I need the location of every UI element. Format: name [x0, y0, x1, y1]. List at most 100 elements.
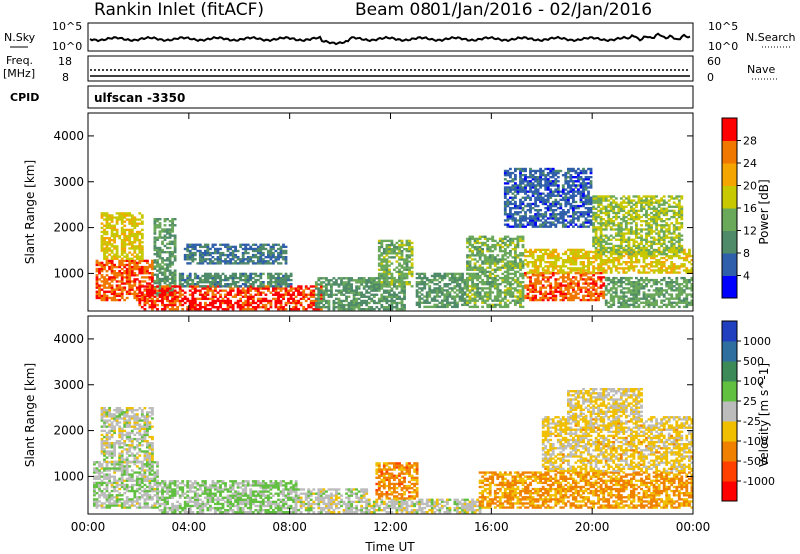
power-cell — [400, 241, 404, 245]
power-cell — [302, 289, 306, 292]
power-cell — [488, 272, 492, 276]
power-cell — [115, 218, 119, 221]
power-cell — [259, 293, 263, 296]
power-cell — [186, 299, 190, 303]
power-cell — [355, 289, 359, 292]
power-cell — [624, 248, 628, 252]
power-cell — [133, 282, 137, 285]
power-cell — [382, 277, 386, 280]
power-cell — [123, 247, 127, 250]
power-cell — [365, 303, 369, 307]
power-cell — [214, 285, 217, 288]
power-cell — [148, 289, 152, 292]
power-cell — [274, 301, 278, 305]
power-cell — [506, 262, 510, 265]
power-cell — [327, 299, 331, 303]
power-cell — [438, 276, 442, 280]
power-cell — [168, 290, 172, 293]
power-cell — [448, 301, 452, 304]
power-cell — [650, 261, 653, 264]
power-cell — [249, 278, 253, 282]
power-cell — [544, 271, 548, 274]
power-cell — [514, 258, 517, 261]
power-cell — [468, 243, 472, 247]
power-cell — [675, 195, 679, 198]
power-cell — [670, 238, 674, 241]
power-cell — [188, 249, 192, 253]
power-cell — [478, 270, 482, 274]
power-cell — [579, 274, 583, 277]
power-cell — [183, 281, 187, 284]
power-cell — [214, 299, 217, 303]
power-cell — [377, 245, 381, 249]
power-cell — [451, 287, 454, 290]
power-cell — [130, 274, 134, 277]
power-cell — [657, 253, 661, 256]
power-cell — [171, 251, 175, 254]
power-cell — [622, 215, 626, 219]
power-cell — [594, 230, 598, 233]
power-cell — [264, 299, 268, 303]
power-cell — [529, 217, 532, 220]
power-cell — [682, 252, 686, 256]
power-cell — [594, 215, 598, 219]
power-cell — [524, 196, 527, 199]
power-cell — [173, 273, 177, 276]
power-cell — [261, 297, 265, 301]
power-cell — [599, 265, 603, 268]
power-cell — [592, 205, 596, 208]
power-cell — [173, 259, 177, 262]
power-cell — [105, 270, 109, 273]
power-cell — [483, 287, 487, 290]
power-cell — [327, 303, 331, 307]
power-cell — [594, 246, 598, 250]
power-cell — [536, 219, 540, 222]
power-cell — [521, 305, 525, 309]
power-cell — [677, 232, 681, 235]
power-cell — [214, 247, 217, 251]
power-cell — [509, 243, 512, 247]
power-cell — [599, 250, 603, 254]
power-cell — [632, 232, 636, 235]
power-cell — [256, 306, 260, 309]
power-cell — [632, 203, 636, 206]
power-cell — [140, 253, 144, 256]
power-cell — [133, 232, 137, 236]
power-cell — [554, 284, 558, 287]
power-cell — [597, 263, 601, 266]
power-cell — [635, 265, 638, 268]
power-cell — [163, 236, 167, 239]
power-cell — [617, 209, 621, 213]
power-cell — [536, 209, 540, 212]
power-cell — [128, 239, 132, 242]
power-cell — [514, 264, 517, 267]
power-cell — [609, 242, 613, 246]
power-cell — [103, 292, 106, 296]
power-cell — [597, 267, 601, 270]
power-cell — [382, 260, 386, 263]
power-cell — [473, 285, 477, 288]
power-cell — [503, 291, 507, 294]
power-cell — [138, 239, 142, 242]
power-cell — [335, 279, 338, 282]
power-cell — [133, 263, 137, 267]
power-cell — [171, 220, 175, 223]
power-cell — [103, 239, 106, 242]
power-cell — [156, 246, 159, 250]
power-cell — [246, 281, 250, 284]
power-cell — [130, 284, 134, 287]
power-cell — [461, 291, 464, 294]
power-cell — [166, 263, 169, 266]
power-cell — [660, 197, 664, 200]
power-cell — [491, 250, 495, 253]
power-cell — [173, 248, 177, 252]
power-cell — [279, 301, 283, 305]
power-cell — [198, 249, 202, 253]
power-cell — [521, 237, 525, 241]
power-cell — [319, 287, 323, 290]
power-cell — [476, 250, 480, 253]
power-cell — [120, 290, 124, 293]
power-cell — [128, 232, 132, 236]
power-cell — [393, 276, 396, 280]
power-cell — [267, 249, 270, 253]
